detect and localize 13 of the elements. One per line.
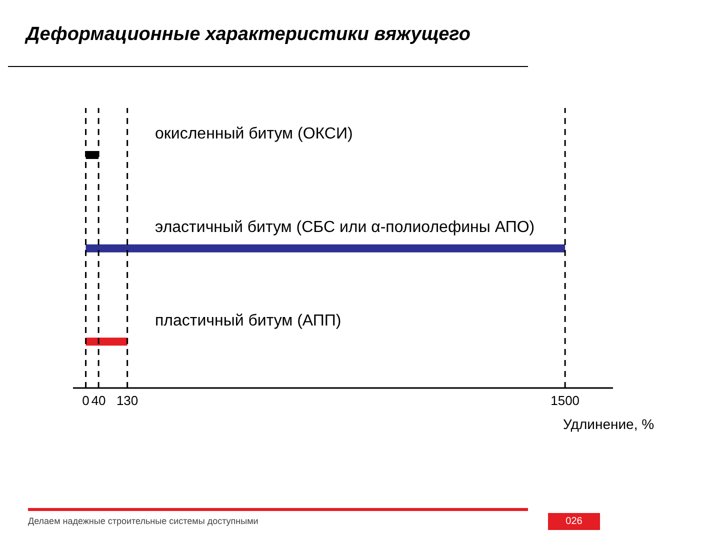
y-tick-label: окисленный битум (ОКСИ) bbox=[155, 126, 353, 143]
x-tick-label: 0 bbox=[82, 393, 90, 408]
x-tick-label: 130 bbox=[116, 393, 138, 408]
bar bbox=[86, 338, 128, 346]
chart-title: Деформационные характеристики вяжущего bbox=[26, 24, 470, 46]
bar bbox=[86, 244, 566, 252]
x-tick-label: 1500 bbox=[550, 393, 580, 408]
y-tick-label: пластичный битум (АПП) bbox=[155, 312, 342, 330]
x-tick-label: 40 bbox=[91, 393, 106, 408]
y-tick-label: эластичный битум (СБС или α-полиолефины АПО) bbox=[155, 219, 535, 236]
text: 026 bbox=[548, 513, 600, 530]
text: Делаем надежные строительные системы доступными bbox=[28, 516, 258, 526]
x-axis-title: Удлинение, % bbox=[563, 416, 654, 432]
